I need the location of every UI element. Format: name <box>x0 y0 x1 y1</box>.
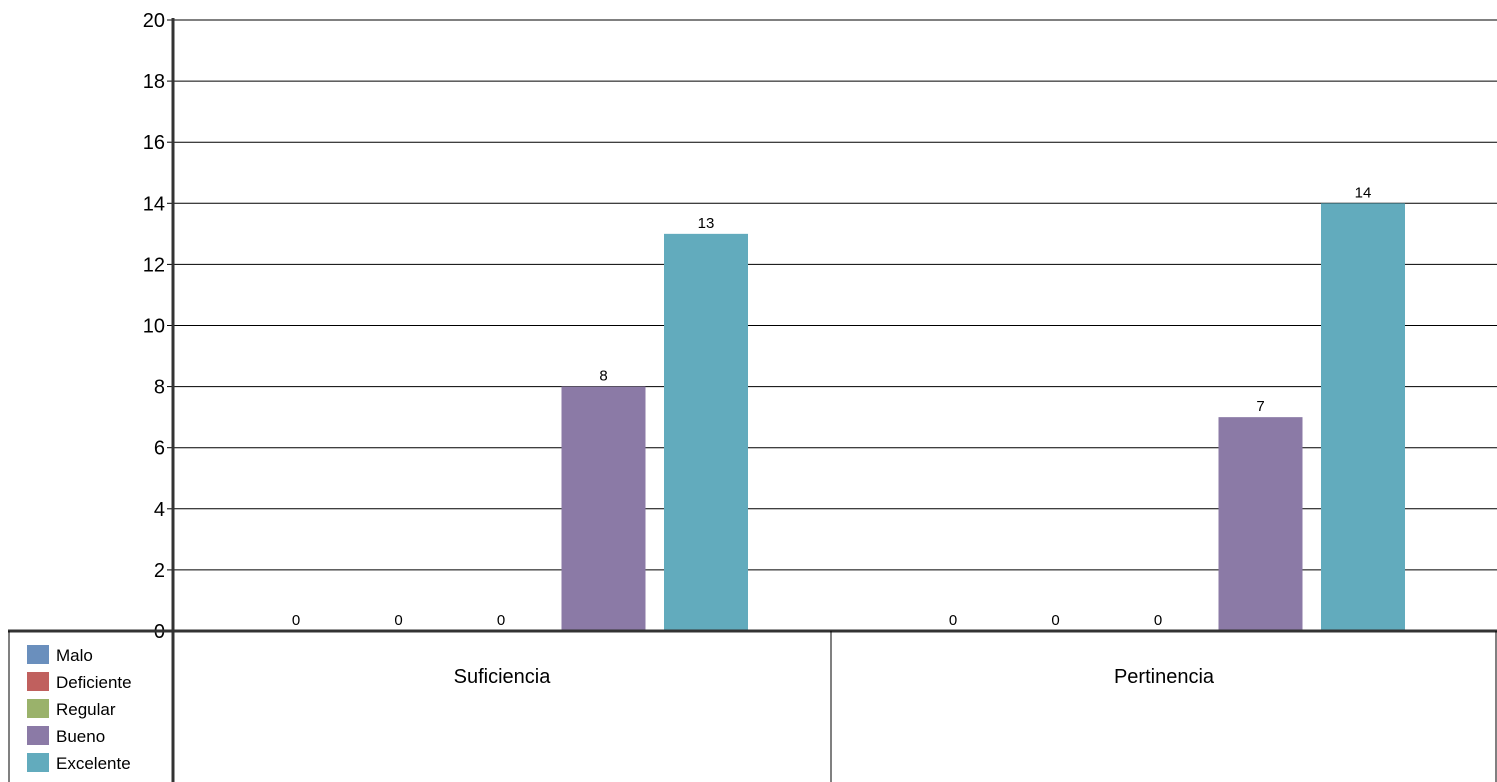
bar-excelente-pertinencia <box>1321 203 1405 632</box>
legend-label-regular: Regular <box>56 700 116 719</box>
y-tick-label: 10 <box>143 316 165 338</box>
data-label: 0 <box>394 612 402 629</box>
legend-label-malo: Malo <box>56 646 93 665</box>
legend-swatch-regular <box>27 699 49 718</box>
legend-swatch-malo <box>27 645 49 664</box>
axes: 0 2 4 6 8 10 12 14 16 18 20 <box>8 10 1497 782</box>
bars <box>561 203 1405 632</box>
legend-swatch-excelente <box>27 753 49 772</box>
category-label-pertinencia: Pertinencia <box>1114 666 1215 688</box>
data-label: 13 <box>698 215 715 232</box>
y-tick-label: 14 <box>143 193 165 215</box>
y-tick-label: 4 <box>154 499 165 521</box>
gridlines <box>173 19 1497 571</box>
data-label: 14 <box>1355 184 1372 201</box>
y-tick-label: 16 <box>143 132 165 154</box>
legend: Malo Deficiente Regular Bueno Excelente <box>27 645 132 773</box>
y-tick-label: 20 <box>143 10 165 32</box>
data-labels: 0 0 0 8 13 0 0 0 7 14 <box>292 184 1372 629</box>
legend-swatch-bueno <box>27 726 49 745</box>
y-tick-label: 2 <box>154 560 165 582</box>
bar-excelente-suficiencia <box>664 233 748 631</box>
y-tick-label: 6 <box>154 438 165 460</box>
data-label: 0 <box>949 612 957 629</box>
data-label: 0 <box>1154 612 1162 629</box>
data-label: 8 <box>599 368 607 385</box>
legend-swatch-deficiente <box>27 672 49 691</box>
category-table: Suficiencia Pertinencia <box>8 631 1497 782</box>
y-tick-label: 12 <box>143 254 165 276</box>
bar-bueno-suficiencia <box>561 386 646 631</box>
category-label-suficiencia: Suficiencia <box>454 666 552 688</box>
legend-label-bueno: Bueno <box>56 727 105 746</box>
data-label: 0 <box>1051 612 1059 629</box>
y-tick-label: 18 <box>143 71 165 93</box>
y-tick-label: 8 <box>154 377 165 399</box>
data-label: 0 <box>292 612 300 629</box>
data-label: 7 <box>1256 398 1264 415</box>
bar-bueno-pertinencia <box>1218 417 1303 631</box>
data-label: 0 <box>497 612 505 629</box>
legend-label-excelente: Excelente <box>56 754 131 773</box>
legend-label-deficiente: Deficiente <box>56 673 132 692</box>
